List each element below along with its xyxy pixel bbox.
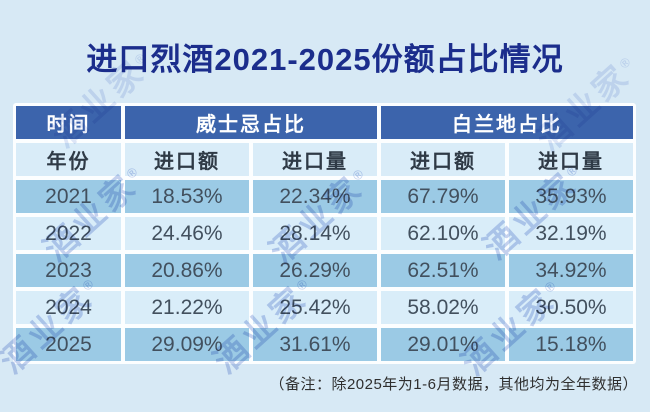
data-cell: 30.50% (509, 291, 633, 324)
header-time: 时间 (16, 106, 121, 139)
data-cell: 62.10% (381, 217, 505, 250)
data-cell: 32.19% (509, 217, 633, 250)
subheader-brandy-import-volume: 进口量 (509, 143, 633, 176)
data-cell: 29.01% (381, 328, 505, 361)
data-cell: 21.22% (125, 291, 249, 324)
year-cell: 2025 (16, 328, 121, 361)
data-cell: 67.79% (381, 180, 505, 213)
subheader-brandy-import-value: 进口额 (381, 143, 505, 176)
footer-note: （备注：除2025年为1-6月数据，其他均为全年数据） (269, 376, 638, 393)
year-cell: 2021 (16, 180, 121, 213)
data-cell: 22.34% (253, 180, 377, 213)
share-table: 时间 威士忌占比 白兰地占比 年份 进口额 进口量 进口额 进口量 2021 1… (13, 103, 636, 364)
data-cell: 34.92% (509, 254, 633, 287)
data-cell: 28.14% (253, 217, 377, 250)
year-cell: 2022 (16, 217, 121, 250)
header-brandy-share: 白兰地占比 (381, 106, 633, 139)
year-cell: 2024 (16, 291, 121, 324)
subheader-year: 年份 (16, 143, 121, 176)
data-cell: 29.09% (125, 328, 249, 361)
data-cell: 20.86% (125, 254, 249, 287)
data-cell: 31.61% (253, 328, 377, 361)
data-cell: 24.46% (125, 217, 249, 250)
data-cell: 18.53% (125, 180, 249, 213)
data-cell: 25.42% (253, 291, 377, 324)
subheader-whisky-import-value: 进口额 (125, 143, 249, 176)
data-cell: 35.93% (509, 180, 633, 213)
data-cell: 26.29% (253, 254, 377, 287)
header-whisky-share: 威士忌占比 (125, 106, 377, 139)
data-cell: 15.18% (509, 328, 633, 361)
data-cell: 62.51% (381, 254, 505, 287)
subheader-whisky-import-volume: 进口量 (253, 143, 377, 176)
page-title: 进口烈酒2021-2025份额占比情况 (86, 42, 564, 77)
data-cell: 58.02% (381, 291, 505, 324)
year-cell: 2023 (16, 254, 121, 287)
